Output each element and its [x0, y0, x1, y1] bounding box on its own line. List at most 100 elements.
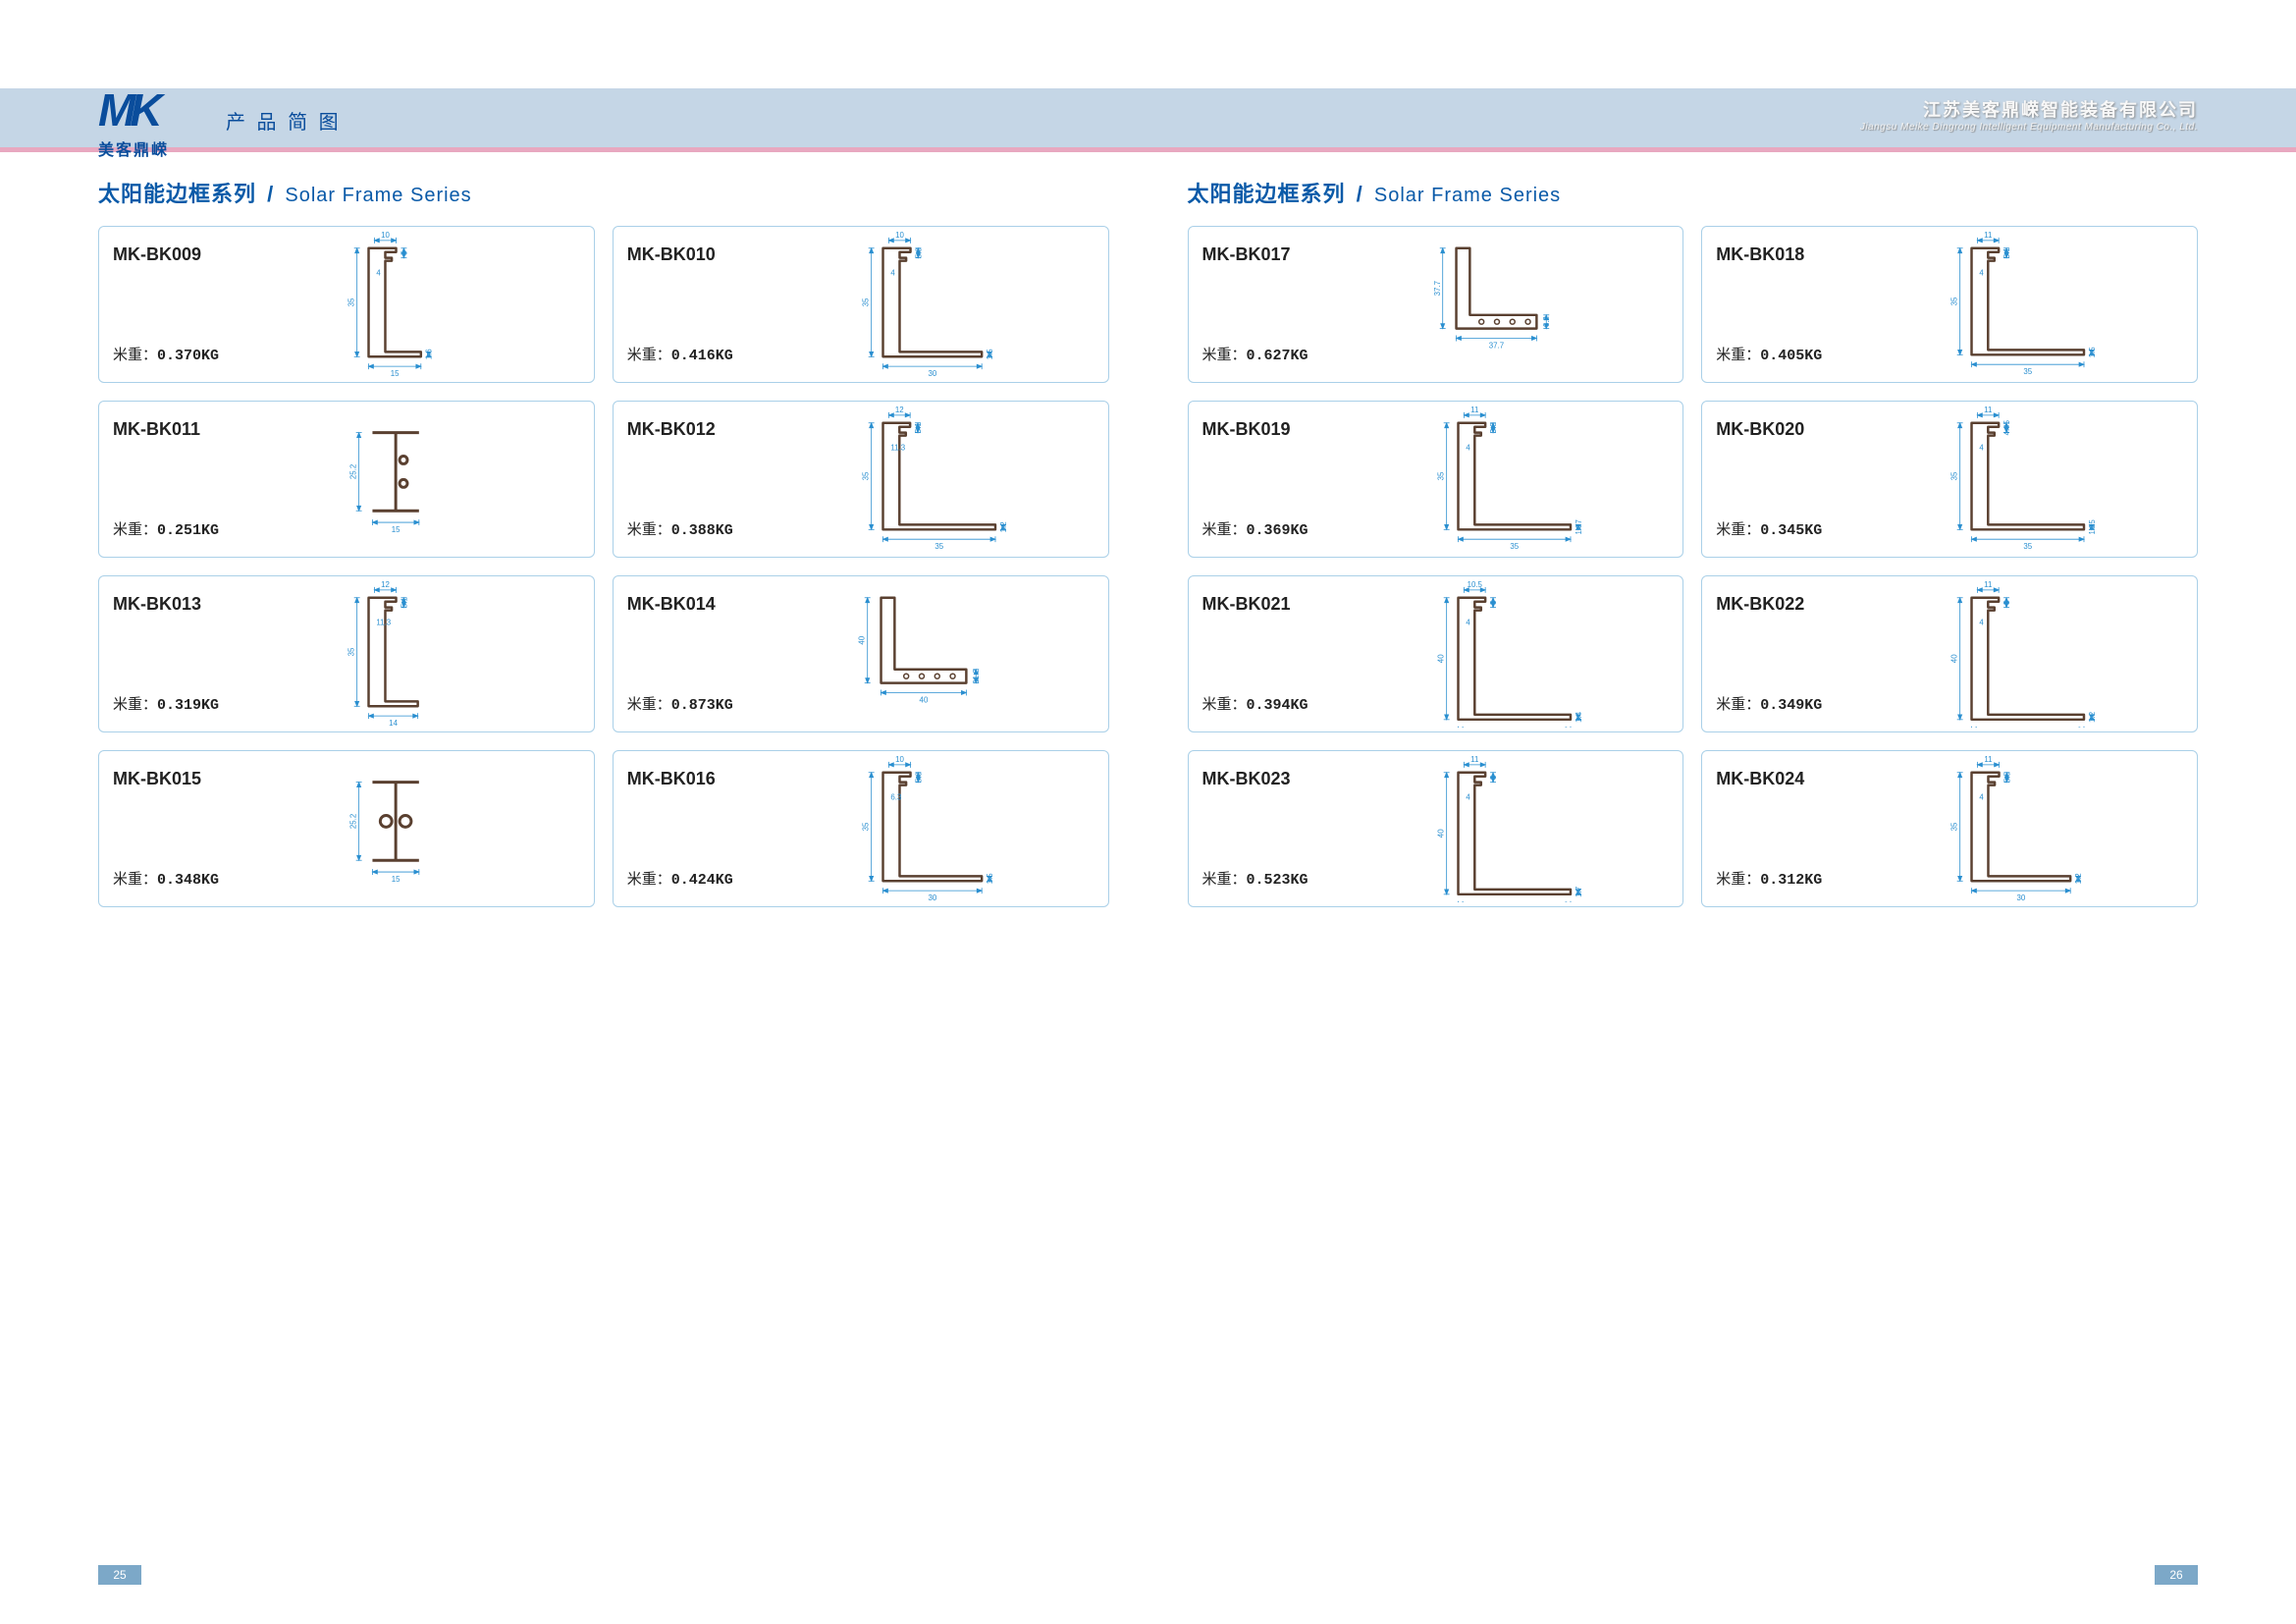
profile-drawing: 11 54 1.7 40 35 [1330, 755, 1680, 902]
svg-text:40: 40 [1436, 829, 1445, 838]
svg-text:35: 35 [861, 298, 870, 306]
svg-text:4: 4 [890, 268, 895, 277]
svg-text:5: 5 [1488, 775, 1497, 780]
svg-text:5.1: 5.1 [914, 422, 923, 433]
svg-text:5.3: 5.3 [914, 247, 923, 259]
product-code: MK-BK016 [627, 769, 751, 789]
svg-text:35: 35 [1950, 471, 1959, 480]
svg-text:40: 40 [858, 635, 867, 644]
svg-text:4: 4 [1466, 792, 1470, 801]
profile-drawing: 40 40 11.2 [755, 580, 1104, 728]
svg-text:5: 5 [2002, 600, 2011, 605]
svg-text:30: 30 [928, 893, 936, 902]
product-card: MK-BK022 米重：0.349KG 11 54 1.2 40 35 [1701, 575, 2198, 732]
profile-drawing: 25.2 15 [240, 755, 590, 902]
svg-text:40: 40 [1436, 654, 1445, 663]
svg-text:1.25: 1.25 [2088, 519, 2097, 535]
svg-text:12: 12 [381, 580, 390, 589]
product-code: MK-BK012 [627, 419, 751, 440]
product-card: MK-BK017 米重：0.627KG 37.7 37.7 6.2 [1188, 226, 1684, 383]
svg-text:4: 4 [376, 268, 381, 277]
product-card: MK-BK021 米重：0.394KG 10.5 54 1.4 40 35 [1188, 575, 1684, 732]
profile-drawing: 10.5 54 1.4 40 35 [1330, 580, 1680, 728]
product-card: MK-BK011 米重：0.251KG 25.2 15 [98, 401, 595, 558]
logo-mark: MK [98, 83, 169, 136]
section-title: 太阳能边框系列 / Solar Frame Series [98, 177, 1109, 208]
product-code: MK-BK010 [627, 244, 751, 265]
product-card: MK-BK012 米重：0.388KG 12 5.111.3 1.2 35 35 [613, 401, 1109, 558]
logo: MK 美客鼎嵘 [98, 83, 169, 160]
product-code: MK-BK021 [1202, 594, 1326, 615]
product-card: MK-BK009 米重：0.370KG 10 54 1.6 35 15 [98, 226, 595, 383]
svg-text:1.5: 1.5 [986, 349, 994, 360]
svg-text:35: 35 [861, 822, 870, 831]
profile-drawing: 11 5.14 1.5 35 35 [1843, 231, 2193, 378]
svg-text:15: 15 [392, 525, 400, 534]
product-code: MK-BK018 [1716, 244, 1840, 265]
svg-text:14: 14 [389, 719, 398, 728]
section-title: 太阳能边框系列 / Solar Frame Series [1188, 177, 2199, 208]
svg-text:30: 30 [928, 369, 936, 378]
product-code: MK-BK014 [627, 594, 751, 615]
svg-text:35: 35 [861, 471, 870, 480]
svg-text:5: 5 [400, 250, 408, 255]
svg-text:15: 15 [392, 875, 400, 884]
product-card: MK-BK019 米重：0.369KG 11 3.84 1.37 35 35 [1188, 401, 1684, 558]
svg-text:5.5: 5.5 [2003, 772, 2012, 784]
svg-text:40: 40 [1950, 654, 1959, 663]
svg-text:11: 11 [1470, 406, 1478, 414]
svg-text:35: 35 [934, 542, 943, 551]
product-card: MK-BK023 米重：0.523KG 11 54 1.7 40 35 [1188, 750, 1684, 907]
product-weight: 米重：0.416KG [627, 344, 751, 364]
svg-text:1.37: 1.37 [1574, 519, 1582, 534]
product-card: MK-BK020 米重：0.345KG 11 4.954 1.25 35 35 [1701, 401, 2198, 558]
product-code: MK-BK013 [113, 594, 237, 615]
svg-text:35: 35 [2024, 367, 2033, 376]
svg-text:4: 4 [1466, 618, 1470, 626]
svg-text:5.3: 5.3 [914, 772, 923, 784]
svg-text:37.7: 37.7 [1488, 341, 1503, 350]
right-column: 太阳能边框系列 / Solar Frame Series MK-BK017 米重… [1188, 177, 2199, 907]
profile-drawing: 11 3.84 1.37 35 35 [1330, 406, 1680, 553]
svg-text:11: 11 [1984, 406, 1992, 414]
svg-text:11.3: 11.3 [890, 443, 905, 452]
product-weight: 米重：0.394KG [1202, 693, 1326, 714]
product-code: MK-BK023 [1202, 769, 1326, 789]
svg-text:25.2: 25.2 [349, 464, 358, 479]
product-weight: 米重：0.345KG [1716, 518, 1840, 539]
product-code: MK-BK017 [1202, 244, 1326, 265]
profile-drawing: 11 4.954 1.25 35 35 [1843, 406, 2193, 553]
product-weight: 米重：0.523KG [1202, 868, 1326, 889]
profile-drawing: 10 54 1.6 35 15 [240, 231, 590, 378]
svg-text:4: 4 [1466, 443, 1470, 452]
svg-text:10: 10 [381, 231, 390, 240]
page-title: 产 品 简 图 [226, 106, 342, 135]
profile-drawing: 12 5.111.3 1.2 35 35 [755, 406, 1104, 553]
profile-drawing: 12 5.111.3 35 14 [240, 580, 590, 728]
product-code: MK-BK019 [1202, 419, 1326, 440]
svg-text:1.4: 1.4 [1574, 711, 1582, 723]
svg-text:4: 4 [1980, 268, 1985, 277]
page-number-left: 25 [98, 1565, 141, 1585]
product-weight: 米重：0.424KG [627, 868, 751, 889]
svg-text:1.5: 1.5 [986, 873, 994, 885]
product-weight: 米重：0.251KG [113, 518, 237, 539]
product-code: MK-BK024 [1716, 769, 1840, 789]
svg-text:1.5: 1.5 [2088, 347, 2097, 358]
svg-text:3.8: 3.8 [1488, 422, 1497, 434]
svg-text:11: 11 [1984, 580, 1992, 589]
svg-text:1.2: 1.2 [2088, 712, 2097, 723]
svg-text:35: 35 [347, 298, 356, 306]
svg-text:1.6: 1.6 [425, 349, 434, 360]
svg-text:35: 35 [2024, 542, 2033, 551]
svg-text:35: 35 [1510, 542, 1519, 551]
profile-drawing: 11 54 1.2 40 35 [1843, 580, 2193, 728]
svg-text:4: 4 [1980, 792, 1985, 801]
product-card: MK-BK018 米重：0.405KG 11 5.14 1.5 35 35 [1701, 226, 2198, 383]
svg-text:35: 35 [1950, 297, 1959, 305]
page-number-right: 26 [2155, 1565, 2198, 1585]
svg-text:6.3: 6.3 [890, 792, 902, 801]
svg-text:30: 30 [2017, 893, 2026, 902]
svg-text:25.2: 25.2 [349, 814, 358, 829]
left-column: 太阳能边框系列 / Solar Frame Series MK-BK009 米重… [98, 177, 1109, 907]
